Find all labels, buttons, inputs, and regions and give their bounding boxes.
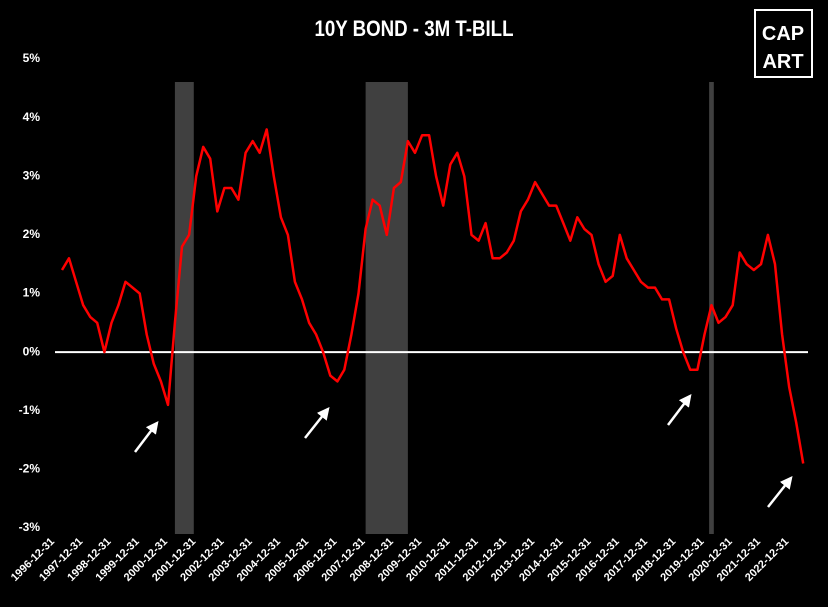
arrow xyxy=(767,476,793,508)
y-tick-label: 3% xyxy=(23,168,41,182)
y-tick-label: -3% xyxy=(19,520,41,534)
y-tick-label: 1% xyxy=(23,286,41,300)
recession-band xyxy=(174,82,194,534)
arrow xyxy=(134,421,159,453)
arrows xyxy=(134,394,793,508)
data-line xyxy=(60,128,805,464)
y-tick-label: 5% xyxy=(23,51,41,65)
chart-title: 10Y BOND - 3M T-BILL xyxy=(314,18,513,42)
arrow xyxy=(304,407,330,439)
arrow xyxy=(667,394,692,426)
y-tick-label: 2% xyxy=(23,227,41,241)
y-tick-label: 0% xyxy=(23,344,41,358)
recession-band xyxy=(365,82,408,534)
logo-text: CAP xyxy=(762,23,804,45)
y-tick-label: -2% xyxy=(19,462,41,476)
y-tick-label: 4% xyxy=(23,110,41,124)
y-tick-label: -1% xyxy=(19,403,41,417)
logo-box xyxy=(754,9,813,78)
logo-text: ART xyxy=(762,51,803,73)
